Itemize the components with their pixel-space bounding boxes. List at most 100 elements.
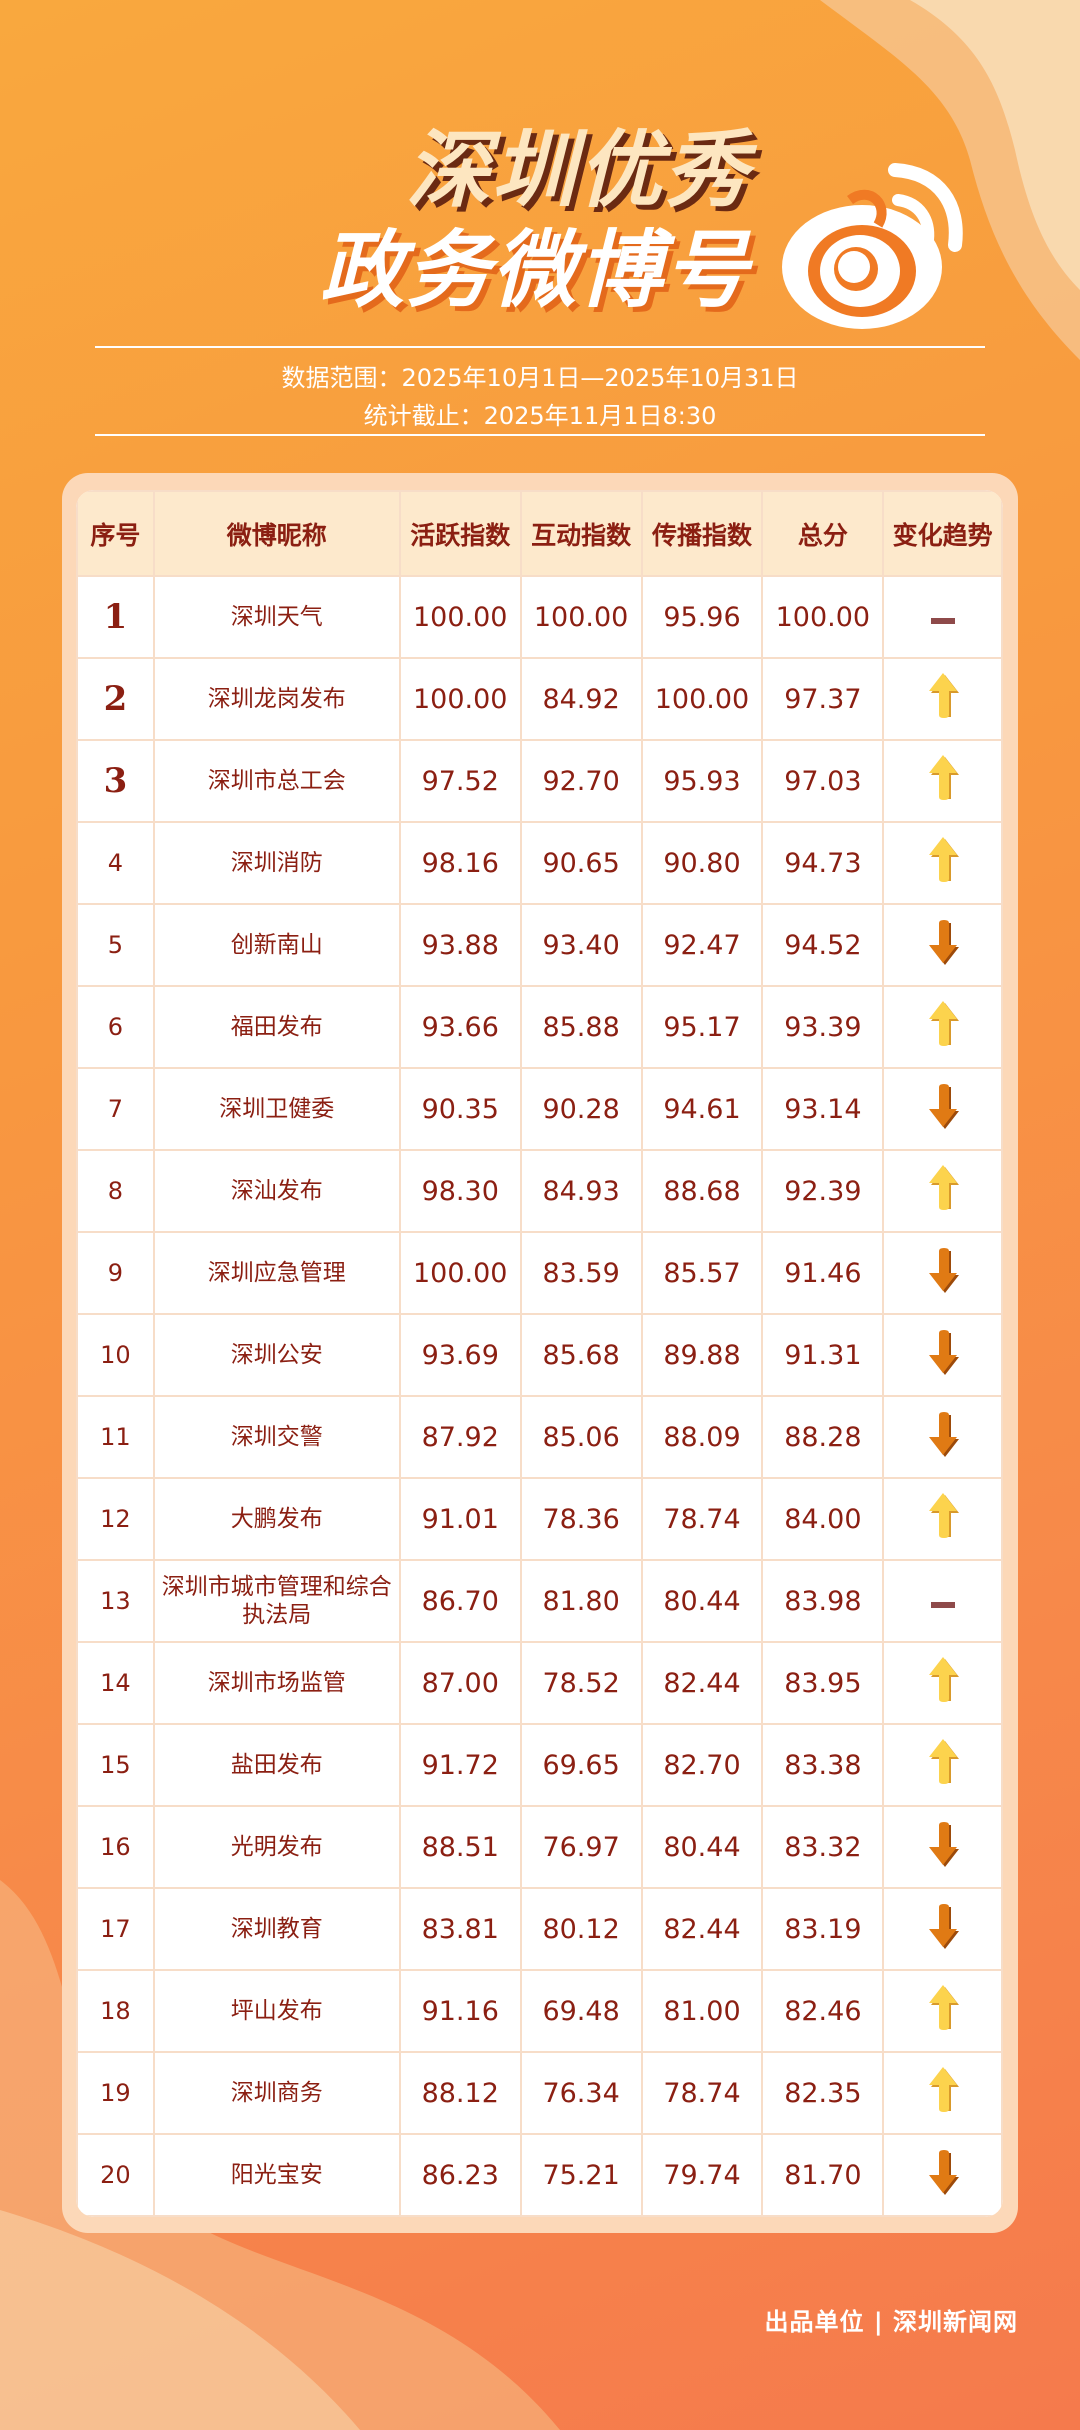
active-index-cell: 91.01 [398, 1477, 522, 1561]
name-cell: 深圳天气 [152, 575, 401, 659]
trend-up-icon [882, 985, 1003, 1069]
spread-index-cell: 81.00 [640, 1969, 764, 2053]
decorative-wave-bottom-left [0, 1880, 560, 2430]
name-cell: 大鹏发布 [152, 1477, 401, 1561]
trend-down-icon [882, 1887, 1003, 1971]
rank-cell: 1 [76, 575, 155, 659]
table-row: 6 福田发布 93.66 85.88 95.17 93.39 [76, 985, 1003, 1069]
total-score-cell: 100.00 [761, 575, 885, 659]
col-active: 活跃指数 [398, 490, 522, 577]
spread-index-cell: 88.09 [640, 1395, 764, 1479]
table-row: 20 阳光宝安 86.23 75.21 79.74 81.70 [76, 2133, 1003, 2217]
interact-index-cell: 78.52 [519, 1641, 643, 1725]
spread-index-cell: 78.74 [640, 1477, 764, 1561]
active-index-cell: 87.00 [398, 1641, 522, 1725]
total-score-cell: 83.32 [761, 1805, 885, 1889]
title-line-2: 政务微博号 [319, 221, 750, 319]
interact-index-cell: 85.68 [519, 1313, 643, 1397]
table-row: 16 光明发布 88.51 76.97 80.44 83.32 [76, 1805, 1003, 1889]
active-index-cell: 88.12 [398, 2051, 522, 2135]
ranking-table: 序号 微博昵称 活跃指数 互动指数 传播指数 总分 变化趋势 1 深圳天气 100.… [76, 490, 1003, 2217]
interact-index-cell: 90.28 [519, 1067, 643, 1151]
trend-down-icon [882, 2133, 1003, 2217]
divider-top [95, 346, 985, 348]
trend-down-icon [882, 1395, 1003, 1479]
name-cell: 深圳龙岗发布 [152, 657, 401, 741]
total-score-cell: 91.31 [761, 1313, 885, 1397]
rank-cell: 5 [76, 903, 155, 987]
total-score-cell: 97.37 [761, 657, 885, 741]
table-row: 19 深圳商务 88.12 76.34 78.74 82.35 [76, 2051, 1003, 2135]
table-row: 4 深圳消防 98.16 90.65 90.80 94.73 [76, 821, 1003, 905]
col-rank: 序号 [76, 490, 155, 577]
trend-down-icon [882, 1067, 1003, 1151]
rank-cell: 8 [76, 1149, 155, 1233]
decorative-wave-top-right [820, 0, 1080, 360]
trend-up-icon [882, 657, 1003, 741]
trend-down-icon [882, 903, 1003, 987]
trend-down-icon [882, 1805, 1003, 1889]
table-row: 18 坪山发布 91.16 69.48 81.00 82.46 [76, 1969, 1003, 2053]
active-index-cell: 83.81 [398, 1887, 522, 1971]
trend-flat-icon [882, 1559, 1003, 1643]
total-score-cell: 83.98 [761, 1559, 885, 1643]
interact-index-cell: 76.34 [519, 2051, 643, 2135]
table-row: 11 深圳交警 87.92 85.06 88.09 88.28 [76, 1395, 1003, 1479]
table-row: 12 大鹏发布 91.01 78.36 78.74 84.00 [76, 1477, 1003, 1561]
interact-index-cell: 81.80 [519, 1559, 643, 1643]
table-row: 14 深圳市场监管 87.00 78.52 82.44 83.95 [76, 1641, 1003, 1725]
rank-cell: 7 [76, 1067, 155, 1151]
spread-index-cell: 82.70 [640, 1723, 764, 1807]
col-trend: 变化趋势 [882, 490, 1003, 577]
rank-cell: 9 [76, 1231, 155, 1315]
interact-index-cell: 90.65 [519, 821, 643, 905]
table-row: 15 盐田发布 91.72 69.65 82.70 83.38 [76, 1723, 1003, 1807]
rank-cell: 15 [76, 1723, 155, 1807]
col-name: 微博昵称 [152, 490, 401, 577]
trend-up-icon [882, 1477, 1003, 1561]
total-score-cell: 82.46 [761, 1969, 885, 2053]
interact-index-cell: 93.40 [519, 903, 643, 987]
name-cell: 阳光宝安 [152, 2133, 401, 2217]
rank-cell: 3 [76, 739, 155, 823]
active-index-cell: 98.30 [398, 1149, 522, 1233]
spread-index-cell: 88.68 [640, 1149, 764, 1233]
active-index-cell: 100.00 [398, 657, 522, 741]
name-cell: 深圳市总工会 [152, 739, 401, 823]
table-row: 7 深圳卫健委 90.35 90.28 94.61 93.14 [76, 1067, 1003, 1151]
rank-cell: 11 [76, 1395, 155, 1479]
trend-down-icon [882, 1231, 1003, 1315]
name-cell: 盐田发布 [152, 1723, 401, 1807]
total-score-cell: 92.39 [761, 1149, 885, 1233]
table-row: 8 深汕发布 98.30 84.93 88.68 92.39 [76, 1149, 1003, 1233]
interact-index-cell: 84.93 [519, 1149, 643, 1233]
rank-cell: 2 [76, 657, 155, 741]
col-total: 总分 [761, 490, 885, 577]
name-cell: 光明发布 [152, 1805, 401, 1889]
interact-index-cell: 75.21 [519, 2133, 643, 2217]
spread-index-cell: 82.44 [640, 1641, 764, 1725]
trend-up-icon [882, 2051, 1003, 2135]
spread-index-cell: 85.57 [640, 1231, 764, 1315]
name-cell: 深圳应急管理 [152, 1231, 401, 1315]
total-score-cell: 82.35 [761, 2051, 885, 2135]
spread-index-cell: 92.47 [640, 903, 764, 987]
trend-up-icon [882, 821, 1003, 905]
rank-cell: 19 [76, 2051, 155, 2135]
rank-cell: 16 [76, 1805, 155, 1889]
trend-up-icon [882, 739, 1003, 823]
interact-index-cell: 78.36 [519, 1477, 643, 1561]
footer-credit: 出品单位 | 深圳新闻网 [764, 2308, 1018, 2336]
rank-cell: 12 [76, 1477, 155, 1561]
total-score-cell: 94.73 [761, 821, 885, 905]
table-row: 13 深圳市城市管理和综合执法局 86.70 81.80 80.44 83.98 [76, 1559, 1003, 1643]
rank-cell: 18 [76, 1969, 155, 2053]
interact-index-cell: 84.92 [519, 657, 643, 741]
rank-cell: 14 [76, 1641, 155, 1725]
active-index-cell: 91.72 [398, 1723, 522, 1807]
spread-index-cell: 95.93 [640, 739, 764, 823]
active-index-cell: 91.16 [398, 1969, 522, 2053]
trend-up-icon [882, 1723, 1003, 1807]
name-cell: 深圳交警 [152, 1395, 401, 1479]
active-index-cell: 98.16 [398, 821, 522, 905]
